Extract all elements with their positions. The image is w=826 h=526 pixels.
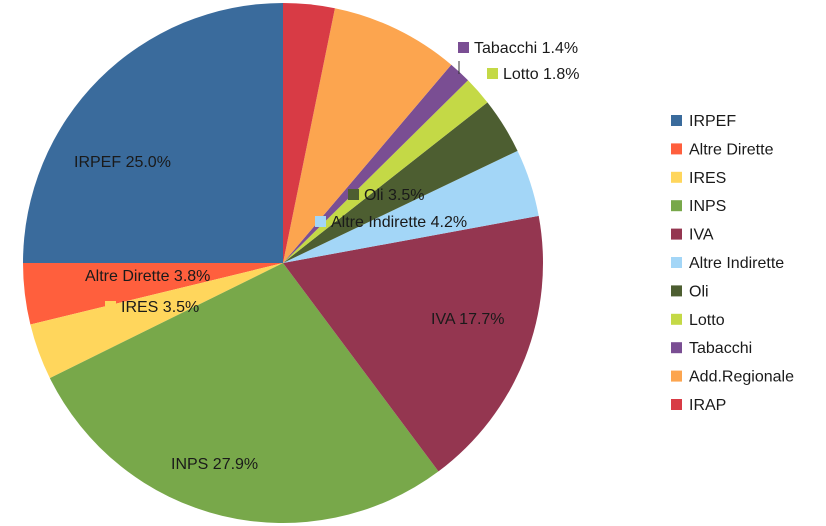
legend-label: Altre Indirette	[689, 255, 784, 272]
pie-slice-iva	[283, 215, 544, 472]
legend-label: Altre Dirette	[689, 141, 774, 158]
legend-label: INPS	[689, 198, 726, 215]
data-label-swatch	[348, 189, 359, 200]
data-label-altre-indirette: Altre Indirette 4.2%	[315, 214, 467, 231]
legend-swatch	[671, 313, 682, 325]
data-label-swatch	[105, 301, 116, 312]
data-label-text: Lotto 1.8%	[503, 66, 580, 83]
data-label-swatch	[58, 156, 69, 167]
legend-swatch	[671, 285, 682, 297]
data-label-text: Altre Dirette 3.8%	[85, 268, 210, 285]
legend-swatch	[671, 171, 682, 183]
data-label-swatch	[415, 313, 426, 324]
legend-swatch	[671, 370, 682, 382]
data-label-text: Tabacchi 1.4%	[474, 40, 578, 57]
data-label-swatch	[69, 270, 80, 281]
legend-item-tabacchi: Tabacchi	[671, 340, 752, 357]
legend-label: IRAP	[689, 397, 726, 414]
data-label-swatch	[458, 42, 469, 53]
data-label-tabacchi: Tabacchi 1.4%	[458, 40, 578, 57]
legend-item-iva: IVA	[671, 227, 714, 244]
legend-item-altre-indirette: Altre Indirette	[671, 255, 784, 272]
data-label-lotto: Lotto 1.8%	[487, 66, 580, 83]
data-label-ires: IRES 3.5%	[105, 299, 199, 316]
data-label-text: Oli 3.5%	[364, 187, 424, 204]
legend-label: IRES	[689, 170, 726, 187]
data-label-swatch	[487, 68, 498, 79]
legend-label: Add.Regionale	[689, 369, 794, 386]
data-label-swatch	[155, 458, 166, 469]
data-label-text: IRES 3.5%	[121, 299, 199, 316]
legend-item-add-regionale: Add.Regionale	[671, 369, 794, 386]
legend-swatch	[671, 228, 682, 240]
legend-label: Lotto	[689, 312, 725, 329]
pie-slice-tabacchi	[283, 64, 468, 263]
legend-swatch	[671, 257, 682, 268]
legend-item-lotto: Lotto	[671, 312, 725, 329]
data-label-text: IRPEF 25.0%	[74, 154, 171, 171]
legend-swatch	[671, 143, 682, 155]
pie-slices	[23, 3, 544, 524]
legend: IRPEF Altre Dirette IRES INPS IVA Altre Indir…	[671, 113, 794, 414]
legend-swatch	[671, 342, 682, 354]
pie-slice-irpef	[23, 3, 283, 263]
data-label-text: IVA 17.7%	[431, 311, 505, 328]
data-label-swatch	[315, 216, 326, 227]
legend-label: IVA	[689, 227, 714, 244]
pie-slice-altre-indirette	[283, 150, 539, 263]
pie-slice-irap	[283, 3, 335, 263]
legend-item-ires: IRES	[671, 170, 726, 187]
legend-swatch	[671, 200, 682, 212]
legend-label: Tabacchi	[689, 340, 752, 357]
legend-item-oli: Oli	[671, 283, 709, 300]
pie-slice-lotto	[283, 80, 488, 263]
legend-item-irap: IRAP	[671, 397, 726, 414]
legend-swatch	[671, 115, 682, 126]
data-label-altre-dirette: Altre Dirette 3.8%	[69, 268, 210, 285]
data-label-oli: Oli 3.5%	[348, 187, 424, 204]
pie-slice-inps	[49, 263, 439, 524]
data-labels: IRPEF 25.0% Altre Dirette 3.8% IRES 3.5% IN…	[58, 40, 580, 473]
pie-slice-altre-dirette	[23, 263, 283, 325]
legend-item-irpef: IRPEF	[671, 113, 736, 130]
legend-item-inps: INPS	[671, 198, 726, 215]
legend-swatch	[671, 399, 682, 410]
data-label-text: Altre Indirette 4.2%	[331, 214, 467, 231]
data-label-text: INPS 27.9%	[171, 456, 258, 473]
data-label-iva: IVA 17.7%	[415, 311, 505, 328]
data-label-inps: INPS 27.9%	[155, 456, 258, 473]
legend-label: IRPEF	[689, 113, 736, 130]
pie-slice-oli	[283, 102, 518, 263]
pie-slice-ires	[30, 263, 283, 379]
data-label-irpef: IRPEF 25.0%	[58, 154, 171, 171]
legend-label: Oli	[689, 283, 709, 300]
pie-slice-add-regionale	[283, 8, 452, 263]
legend-item-altre-dirette: Altre Dirette	[671, 141, 774, 158]
